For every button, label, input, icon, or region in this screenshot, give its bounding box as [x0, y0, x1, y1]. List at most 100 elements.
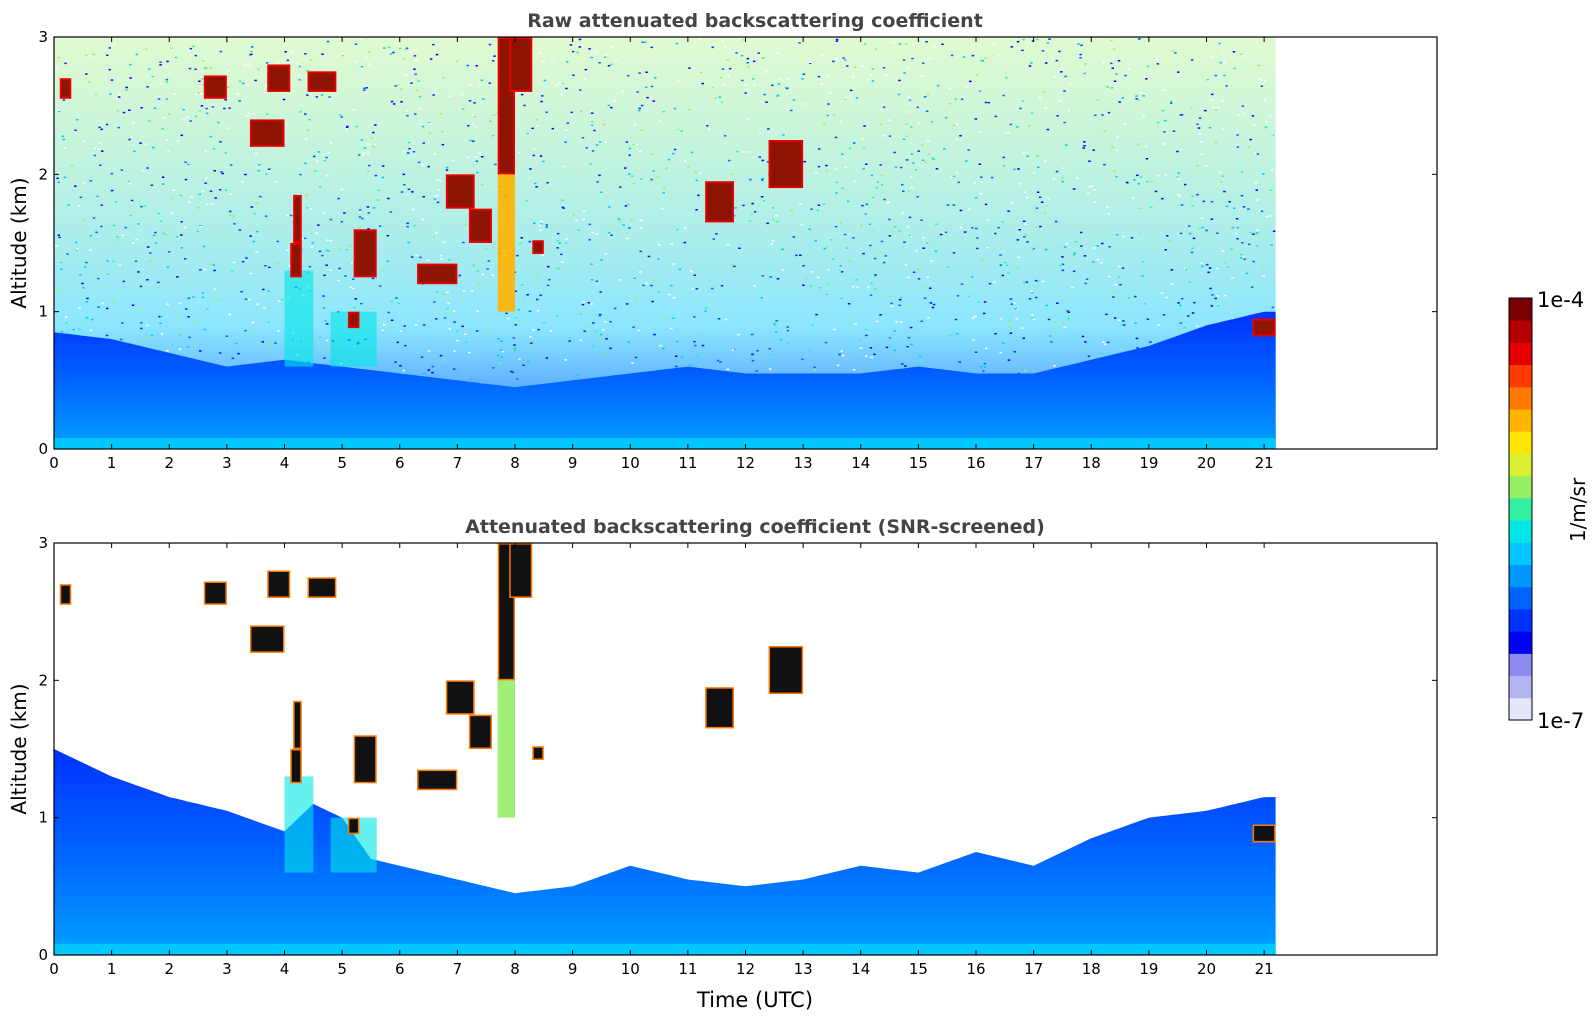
speckle-cell	[1178, 195, 1182, 197]
speckle-cell	[533, 148, 536, 150]
speckle-cell	[461, 93, 464, 96]
speckle-cell	[217, 121, 220, 124]
speckle-cell	[645, 71, 648, 73]
speckle-cell	[637, 109, 641, 112]
speckle-cell	[974, 118, 978, 120]
speckle-cell	[1072, 270, 1076, 273]
speckle-cell	[219, 141, 222, 143]
speckle-cell	[209, 67, 213, 69]
speckle-cell	[595, 51, 599, 54]
speckle-cell	[958, 361, 961, 363]
speckle-cell	[719, 76, 723, 79]
speckle-cell	[325, 249, 328, 251]
speckle-cell	[983, 366, 987, 368]
speckle-cell	[813, 369, 816, 371]
speckle-cell	[238, 229, 242, 231]
speckle-cell	[790, 109, 793, 112]
speckle-cell	[1031, 40, 1035, 42]
speckle-cell	[84, 266, 87, 268]
speckle-cell	[146, 324, 149, 327]
speckle-cell	[751, 353, 754, 356]
speckle-cell	[1255, 232, 1259, 234]
speckle-cell	[413, 68, 416, 70]
x-tick-label: 16	[966, 454, 985, 472]
speckle-cell	[228, 313, 231, 316]
speckle-cell	[1150, 181, 1153, 183]
retained-signal-region	[54, 749, 1276, 955]
speckle-cell	[528, 310, 532, 313]
speckle-cell	[1249, 231, 1252, 234]
speckle-cell	[1005, 77, 1008, 79]
speckle-cell	[1083, 141, 1086, 143]
speckle-cell	[531, 344, 534, 346]
speckle-cell	[140, 107, 143, 109]
speckle-cell	[184, 161, 187, 163]
speckle-cell	[1223, 74, 1226, 77]
speckle-cell	[125, 86, 128, 89]
speckle-cell	[98, 148, 101, 150]
speckle-cell	[1084, 282, 1087, 285]
speckle-cell	[749, 213, 753, 216]
y-tick-label: 0	[38, 440, 48, 458]
speckle-cell	[91, 318, 94, 321]
speckle-cell	[827, 282, 830, 285]
speckle-cell	[1161, 109, 1165, 112]
speckle-cell	[1037, 166, 1040, 168]
x-tick-label: 7	[453, 454, 463, 472]
speckle-cell	[422, 196, 425, 198]
speckle-cell	[1127, 68, 1131, 70]
speckle-cell	[1177, 178, 1180, 180]
x-tick-label: 15	[909, 454, 928, 472]
speckle-cell	[161, 128, 164, 130]
speckle-cell	[610, 234, 613, 236]
speckle-cell	[1177, 172, 1180, 174]
speckle-cell	[303, 237, 307, 240]
speckle-cell	[841, 59, 845, 62]
speckle-cell	[693, 316, 696, 318]
speckle-cell	[105, 334, 109, 337]
speckle-cell	[1064, 75, 1067, 78]
speckle-cell	[920, 320, 923, 323]
speckle-cell	[176, 315, 179, 318]
speckle-cell	[115, 98, 118, 100]
speckle-cell	[166, 266, 170, 268]
speckle-cell	[1034, 226, 1037, 228]
speckle-cell	[908, 99, 912, 101]
speckle-cell	[792, 236, 796, 238]
speckle-cell	[248, 54, 252, 56]
speckle-cell	[869, 294, 873, 296]
speckle-cell	[672, 296, 676, 299]
speckle-cell	[1006, 264, 1009, 267]
x-tick-label: 3	[222, 960, 232, 978]
speckle-cell	[1202, 200, 1206, 203]
speckle-cell	[817, 148, 821, 150]
speckle-cell	[1225, 205, 1229, 208]
cloud-core	[349, 819, 358, 833]
speckle-cell	[167, 251, 171, 253]
speckle-cell	[433, 301, 436, 303]
speckle-cell	[1083, 72, 1086, 75]
speckle-cell	[631, 175, 634, 177]
speckle-cell	[419, 256, 422, 259]
speckle-cell	[1201, 265, 1204, 268]
speckle-cell	[1191, 247, 1194, 249]
speckle-cell	[1013, 351, 1017, 353]
speckle-cell	[1239, 53, 1243, 56]
speckle-cell	[605, 338, 608, 340]
speckle-cell	[378, 319, 381, 322]
speckle-cell	[721, 40, 724, 42]
speckle-cell	[324, 320, 327, 322]
speckle-cell	[1056, 115, 1059, 117]
speckle-cell	[395, 297, 398, 299]
speckle-cell	[124, 226, 127, 229]
x-tick-label: 1	[107, 454, 117, 472]
speckle-cell	[247, 112, 250, 114]
speckle-cell	[55, 66, 58, 68]
speckle-cell	[274, 342, 277, 344]
speckle-cell	[870, 282, 873, 285]
speckle-cell	[890, 302, 893, 305]
speckle-cell	[399, 365, 402, 367]
speckle-cell	[954, 318, 958, 321]
speckle-cell	[116, 236, 119, 238]
speckle-cell	[852, 237, 855, 239]
